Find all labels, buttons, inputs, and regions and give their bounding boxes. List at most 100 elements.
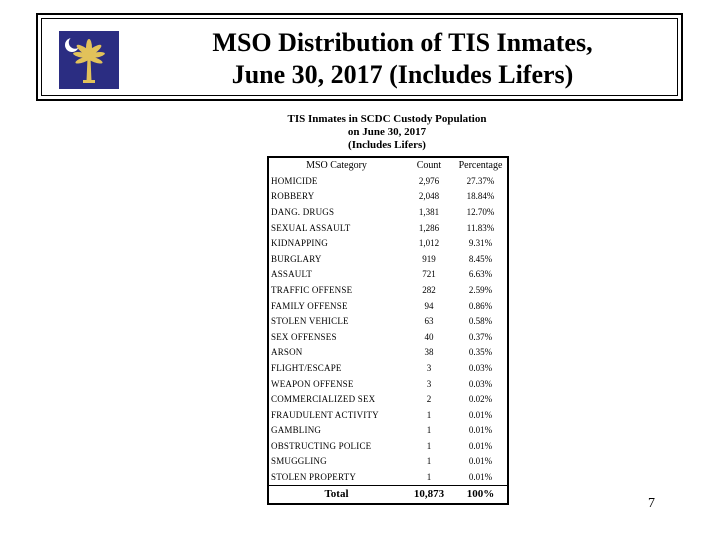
total-label: Total (268, 484, 404, 504)
row-category: WEAPON OFFENSE (271, 378, 354, 389)
row-category: KIDNAPPING (271, 238, 329, 249)
caption-line-3: (Includes Lifers) (348, 139, 426, 151)
row-category: GAMBLING (271, 425, 322, 436)
table-row: SEX OFFENSES 40 0.37% (268, 329, 508, 345)
caption-line-1: TIS Inmates in SCDC Custody Population (287, 113, 487, 125)
row-category: STOLEN VEHICLE (271, 316, 349, 327)
row-percentage: 11.83% (466, 222, 495, 233)
total-count: 10,873 (404, 484, 454, 504)
row-percentage: 8.45% (468, 253, 493, 264)
table-total-row: Total 10,873 100% (268, 484, 508, 504)
row-percentage: 9.31% (468, 238, 493, 249)
total-percentage: 100% (454, 484, 508, 504)
table-row: DANG. DRUGS 1,381 12.70% (268, 204, 508, 220)
table-row: HOMICIDE 2,976 27.37% (268, 173, 508, 189)
table-row: TRAFFIC OFFENSE 282 2.59% (268, 282, 508, 298)
row-percentage: 12.70% (466, 206, 495, 217)
row-category: STOLEN PROPERTY (271, 472, 357, 483)
table-row: FLIGHT/ESCAPE 3 0.03% (268, 360, 508, 376)
table-row: STOLEN VEHICLE 63 0.58% (268, 313, 508, 329)
row-count: 721 (422, 269, 436, 280)
row-percentage: 0.01% (468, 425, 493, 436)
row-count: 1 (426, 440, 432, 451)
table-row: ROBBERY 2,048 18.84% (268, 189, 508, 205)
row-count: 1 (426, 472, 432, 483)
row-category: OBSTRUCTING POLICE (271, 440, 372, 451)
table-row: OBSTRUCTING POLICE 1 0.01% (268, 438, 508, 454)
row-percentage: 6.63% (468, 269, 493, 280)
row-category: SEX OFFENSES (271, 331, 337, 342)
row-percentage: 0.01% (468, 409, 493, 420)
row-category: DANG. DRUGS (271, 206, 335, 217)
row-percentage: 0.58% (468, 316, 493, 327)
row-category: BURGLARY (271, 253, 322, 264)
row-count: 38 (424, 347, 434, 358)
flag-emblem-icon (59, 31, 119, 89)
row-percentage: 2.59% (468, 284, 493, 295)
table-row: SEXUAL ASSAULT 1,286 11.83% (268, 220, 508, 236)
table-row: COMMERCIALIZED SEX 2 0.02% (268, 391, 508, 407)
table-caption: TIS Inmates in SCDC Custody Population o… (265, 113, 509, 152)
table-row: FRAUDULENT ACTIVITY 1 0.01% (268, 407, 508, 423)
column-header-percentage: Percentage (458, 160, 503, 171)
row-count: 1 (426, 425, 432, 436)
row-percentage: 0.03% (468, 362, 493, 373)
row-count: 282 (422, 284, 436, 295)
table-header-row: MSO Category Count Percentage (268, 157, 508, 173)
row-count: 2 (426, 394, 432, 405)
row-category: COMMERCIALIZED SEX (271, 394, 376, 405)
row-percentage: 0.01% (468, 472, 493, 483)
column-header-category: MSO Category (306, 160, 367, 171)
row-category: FLIGHT/ESCAPE (271, 362, 342, 373)
row-category: TRAFFIC OFFENSE (271, 284, 353, 295)
row-count: 1 (426, 409, 432, 420)
table-row: SMUGGLING 1 0.01% (268, 454, 508, 470)
row-category: SEXUAL ASSAULT (271, 222, 351, 233)
table-row: BURGLARY 919 8.45% (268, 251, 508, 267)
title-banner: MSO Distribution of TIS Inmates, June 30… (36, 13, 683, 101)
row-percentage: 0.35% (468, 347, 493, 358)
title-line-1: MSO Distribution of TIS Inmates, (212, 28, 593, 57)
row-category: ROBBERY (271, 191, 315, 202)
table-row: GAMBLING 1 0.01% (268, 423, 508, 439)
row-category: SMUGGLING (271, 456, 327, 467)
row-category: ARSON (271, 347, 303, 358)
row-count: 40 (424, 331, 434, 342)
row-category: FAMILY OFFENSE (271, 300, 348, 311)
page-number: 7 (648, 496, 655, 511)
row-category: ASSAULT (271, 269, 313, 280)
title-banner-inner-border: MSO Distribution of TIS Inmates, June 30… (41, 18, 678, 96)
table-body: HOMICIDE 2,976 27.37% ROBBERY 2,048 18.84% DAN… (268, 173, 508, 485)
palmetto-crescent-flag-icon (59, 31, 119, 89)
row-count: 3 (426, 378, 432, 389)
table-row: WEAPON OFFENSE 3 0.03% (268, 376, 508, 392)
table-row: STOLEN PROPERTY 1 0.01% (268, 469, 508, 485)
row-count: 1,012 (418, 238, 440, 249)
row-percentage: 0.03% (468, 378, 493, 389)
row-percentage: 27.37% (466, 175, 495, 186)
row-percentage: 0.01% (468, 440, 493, 451)
row-percentage: 0.02% (468, 394, 493, 405)
row-category: HOMICIDE (271, 175, 318, 186)
column-header-count: Count (416, 160, 442, 171)
row-count: 919 (422, 253, 436, 264)
row-category: FRAUDULENT ACTIVITY (271, 409, 379, 420)
mso-distribution-table: MSO Category Count Percentage HOMICIDE 2,… (267, 156, 509, 505)
row-percentage: 0.01% (468, 456, 493, 467)
table-row: ARSON 38 0.35% (268, 345, 508, 361)
row-count: 1 (426, 456, 432, 467)
row-count: 1,286 (418, 222, 440, 233)
table-row: ASSAULT 721 6.63% (268, 267, 508, 283)
caption-line-2: on June 30, 2017 (347, 126, 427, 138)
row-percentage: 0.37% (468, 331, 493, 342)
table-row: FAMILY OFFENSE 94 0.86% (268, 298, 508, 314)
row-count: 1,381 (418, 206, 440, 217)
row-count: 94 (424, 300, 434, 311)
row-count: 2,976 (418, 175, 440, 186)
row-count: 63 (424, 316, 434, 327)
title-line-2: June 30, 2017 (Includes Lifers) (231, 60, 574, 89)
table-row: KIDNAPPING 1,012 9.31% (268, 235, 508, 251)
row-count: 3 (426, 362, 432, 373)
row-percentage: 18.84% (466, 191, 495, 202)
page-title: MSO Distribution of TIS Inmates, June 30… (132, 27, 673, 91)
